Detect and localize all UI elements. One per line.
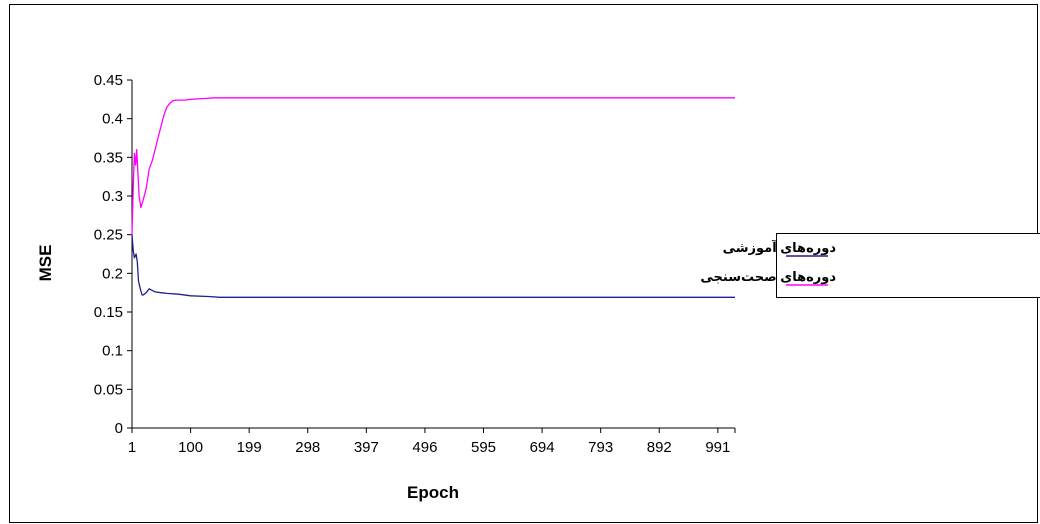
plot-area: 0 0.05 0.1 0.15 0.2 0.25 0.3 0.35 0.4 0.45 1 100 19… [94,72,736,456]
y-axis-title: MSE [36,245,55,282]
legend: دوره‌های آموزشی دوره‌های صحت‌سنجی [700,233,1040,298]
y-tick-label: 0.3 [102,188,123,205]
y-tick-label: 0.15 [94,304,123,321]
series-line-training [131,234,735,298]
series-layer [131,97,735,298]
x-tick-label: 694 [530,439,555,456]
y-tick-label: 0.35 [94,149,123,166]
y-tick-label: 0 [115,420,123,437]
x-axis-title: Epoch [407,483,459,502]
y-tick-label: 0.45 [94,72,123,89]
x-tick-label: 100 [178,439,203,456]
x-tick-label: 397 [354,439,379,456]
legend-label-validation: دوره‌های صحت‌سنجی [700,269,836,284]
y-tick-label: 0.1 [102,343,123,360]
y-tick-label: 0.25 [94,227,123,244]
y-ticks: 0 0.05 0.1 0.15 0.2 0.25 0.3 0.35 0.4 0.45 [94,72,132,437]
y-tick-label: 0.4 [102,111,123,128]
x-tick-label: 892 [647,439,672,456]
x-tick-label: 793 [588,439,613,456]
series-line-validation [131,97,735,235]
x-tick-label: 1 [128,439,136,456]
x-tick-label: 298 [295,439,320,456]
y-tick-label: 0.2 [102,265,123,282]
legend-box [776,233,1040,298]
legend-label-training: دوره‌های آموزشی [723,239,837,255]
x-tick-label: 991 [705,439,730,456]
x-tick-label: 595 [471,439,496,456]
x-tick-label: 496 [412,439,437,456]
x-tick-label: 199 [237,439,262,456]
x-ticks: 1 100 199 298 397 496 595 694 793 892 991 [128,428,736,456]
y-tick-label: 0.05 [94,381,123,398]
